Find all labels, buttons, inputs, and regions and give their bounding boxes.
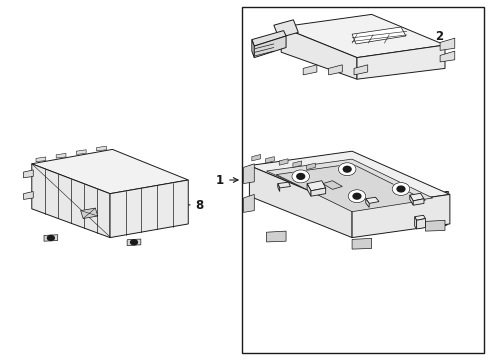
Text: 8: 8: [180, 199, 203, 212]
Polygon shape: [243, 164, 254, 184]
Polygon shape: [127, 239, 141, 246]
Polygon shape: [292, 161, 301, 167]
Circle shape: [291, 170, 309, 183]
Polygon shape: [351, 27, 405, 44]
Polygon shape: [365, 199, 368, 207]
Polygon shape: [81, 208, 98, 219]
Polygon shape: [279, 159, 287, 165]
Polygon shape: [44, 235, 58, 241]
Polygon shape: [76, 150, 86, 154]
Polygon shape: [277, 184, 279, 192]
Polygon shape: [351, 194, 449, 238]
Polygon shape: [32, 149, 188, 194]
Polygon shape: [276, 164, 425, 212]
Polygon shape: [266, 231, 285, 242]
Polygon shape: [36, 157, 46, 162]
Polygon shape: [356, 45, 444, 79]
Circle shape: [352, 193, 360, 199]
Polygon shape: [409, 193, 423, 201]
Circle shape: [391, 183, 409, 195]
Text: 1: 1: [216, 174, 238, 186]
Polygon shape: [425, 220, 444, 231]
Polygon shape: [254, 36, 285, 58]
Circle shape: [130, 240, 137, 245]
Polygon shape: [414, 215, 425, 220]
Polygon shape: [365, 197, 378, 203]
Polygon shape: [23, 170, 33, 178]
Polygon shape: [56, 153, 66, 158]
Polygon shape: [273, 20, 298, 38]
Polygon shape: [439, 51, 454, 62]
Polygon shape: [249, 166, 351, 238]
Polygon shape: [96, 146, 106, 151]
Polygon shape: [23, 192, 33, 199]
Polygon shape: [249, 151, 449, 209]
Polygon shape: [251, 154, 260, 161]
Text: 3: 3: [250, 43, 267, 56]
Circle shape: [396, 186, 404, 192]
Polygon shape: [251, 31, 285, 46]
Polygon shape: [351, 238, 371, 249]
Polygon shape: [409, 195, 412, 205]
Polygon shape: [414, 217, 416, 229]
Polygon shape: [243, 194, 254, 212]
Circle shape: [343, 166, 350, 172]
Text: 2: 2: [421, 30, 443, 42]
Polygon shape: [281, 27, 356, 79]
Circle shape: [347, 190, 365, 203]
Polygon shape: [277, 182, 290, 188]
Polygon shape: [439, 38, 454, 50]
Polygon shape: [306, 184, 310, 196]
Polygon shape: [303, 65, 316, 75]
Circle shape: [338, 163, 355, 176]
Polygon shape: [416, 219, 425, 229]
Bar: [242, 7, 483, 353]
Text: 7: 7: [376, 196, 408, 209]
Polygon shape: [328, 65, 342, 75]
Text: 6: 6: [316, 177, 350, 190]
Text: 5: 5: [425, 216, 447, 229]
Polygon shape: [32, 164, 110, 238]
Circle shape: [47, 235, 54, 240]
Polygon shape: [306, 163, 315, 170]
Polygon shape: [322, 181, 342, 189]
Text: 4: 4: [259, 179, 275, 192]
Polygon shape: [110, 180, 188, 238]
Circle shape: [296, 174, 304, 179]
Polygon shape: [306, 181, 325, 191]
Polygon shape: [281, 14, 444, 58]
Polygon shape: [251, 40, 254, 58]
Polygon shape: [265, 157, 274, 163]
Text: 6: 6: [420, 190, 449, 203]
Polygon shape: [266, 159, 432, 210]
Polygon shape: [353, 65, 367, 75]
Polygon shape: [412, 199, 423, 205]
Polygon shape: [310, 188, 325, 196]
